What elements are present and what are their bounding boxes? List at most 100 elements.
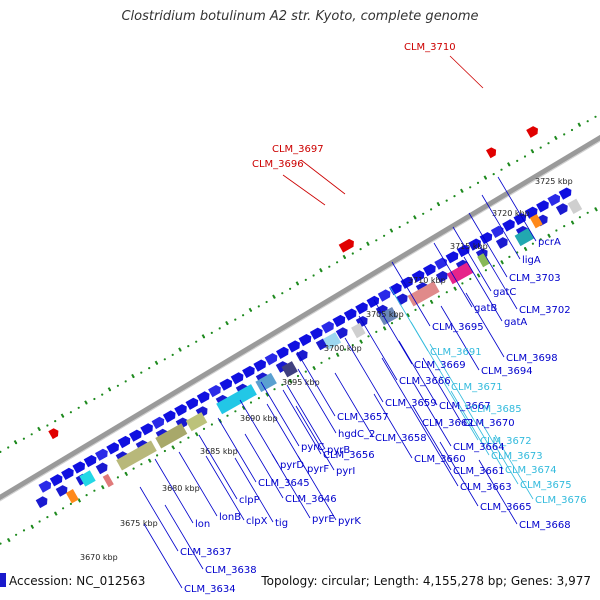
track-dot (469, 277, 472, 281)
track-dot (38, 520, 41, 523)
gene-arrow (295, 349, 308, 362)
label-leader (164, 504, 204, 570)
gene-arrow (479, 232, 493, 245)
gene-arrow (411, 270, 425, 283)
gene-label: CLM_3670 (463, 418, 515, 429)
track-tick (507, 162, 511, 166)
track-tick (430, 300, 434, 305)
track-dot (555, 229, 558, 232)
track-dot (156, 454, 159, 457)
track-tick (319, 268, 323, 272)
gene-arrow (219, 378, 233, 391)
red-label: CLM_3696 (252, 159, 304, 170)
track-dot (578, 216, 582, 219)
gene-arrow (83, 455, 97, 468)
scale-label: 3715 kbp (450, 242, 488, 251)
gene-arrow (343, 308, 357, 321)
gene-arrow (49, 474, 63, 487)
track-dot (116, 384, 119, 387)
track-dot (22, 529, 26, 532)
feature-track (35, 126, 583, 509)
gene-label: CLM_3703 (509, 273, 561, 284)
feature-block (514, 227, 535, 247)
feature-block (446, 262, 474, 285)
gene-arrow (335, 327, 348, 339)
track-dot (46, 516, 49, 519)
track-dot (101, 393, 104, 396)
gene-label: lonB (219, 512, 241, 523)
feature-block (155, 423, 188, 449)
track-dot (281, 383, 284, 386)
track-tick (312, 366, 317, 371)
scale-label: 3695 kbp (282, 378, 320, 387)
track-dot (343, 348, 347, 351)
gene-label: CLM_3662 (422, 418, 474, 429)
accession-text: Accession: NC_012563 (9, 574, 146, 588)
gene-label: CLM_3634 (184, 584, 236, 595)
track-dot (375, 330, 378, 333)
gene-arrow (35, 496, 48, 509)
gene-label: CLM_3663 (460, 482, 512, 493)
label-leader (481, 194, 521, 260)
red-label-leader (282, 174, 326, 206)
track-tick (148, 459, 152, 463)
track-dot (195, 340, 198, 343)
gene-arrow (555, 203, 568, 216)
track-tick (383, 326, 387, 331)
feature-block (216, 384, 257, 415)
track-dot (93, 489, 96, 492)
label-leader (479, 419, 519, 485)
gene-arrow (242, 365, 255, 379)
gene-label: CLM_3664 (453, 442, 505, 453)
track-dot (539, 146, 542, 149)
track-dot (563, 225, 566, 228)
gene-arrow (435, 270, 448, 283)
track-dot (273, 388, 276, 391)
gene-label: gatA (504, 317, 527, 328)
track-tick (453, 287, 457, 291)
feature-block (185, 412, 208, 432)
label-leader (410, 321, 450, 387)
track-dot (547, 142, 550, 145)
track-dot (414, 308, 417, 311)
track-dot (124, 380, 127, 383)
feature-block (102, 473, 114, 488)
track-tick (37, 426, 41, 431)
gene-label: CLM_3695 (432, 322, 484, 333)
gene-label: CLM_3659 (385, 398, 437, 409)
track-dot (257, 305, 260, 308)
scale-label: 3710 kbp (408, 276, 446, 285)
feature-block (407, 281, 440, 307)
label-leader (286, 384, 326, 450)
label-leader (143, 523, 183, 589)
label-leader (244, 433, 284, 499)
label-leader (497, 176, 537, 242)
label-leader (297, 455, 337, 521)
scale-label: 3675 kbp (120, 519, 158, 528)
gene-arrow (129, 429, 142, 442)
gene-arrow (366, 295, 380, 308)
track-dot (586, 120, 589, 123)
track-tick (54, 512, 58, 516)
label-leader (178, 451, 218, 517)
gene-arrow (309, 327, 323, 340)
track-tick (107, 387, 111, 391)
track-dot (422, 212, 425, 215)
track-dot (46, 424, 49, 427)
gene-label: CLM_3676 (535, 495, 587, 506)
gene-arrow (253, 359, 266, 372)
track-tick (359, 340, 363, 344)
label-leader (440, 305, 480, 371)
gene-label: CLM_3685 (470, 404, 522, 415)
map-title: Clostridium botulinum A2 str. Kyoto, com… (121, 9, 479, 24)
feature-block (79, 470, 96, 487)
gene-arrow (456, 244, 470, 258)
gene-label: pyrC (301, 442, 324, 453)
track-dot (22, 437, 25, 440)
label-leader (154, 458, 194, 524)
gene-arrow (377, 289, 391, 302)
track-dot (383, 234, 386, 237)
scale-label: 3670 kbp (80, 553, 118, 562)
track-dot (328, 265, 331, 268)
